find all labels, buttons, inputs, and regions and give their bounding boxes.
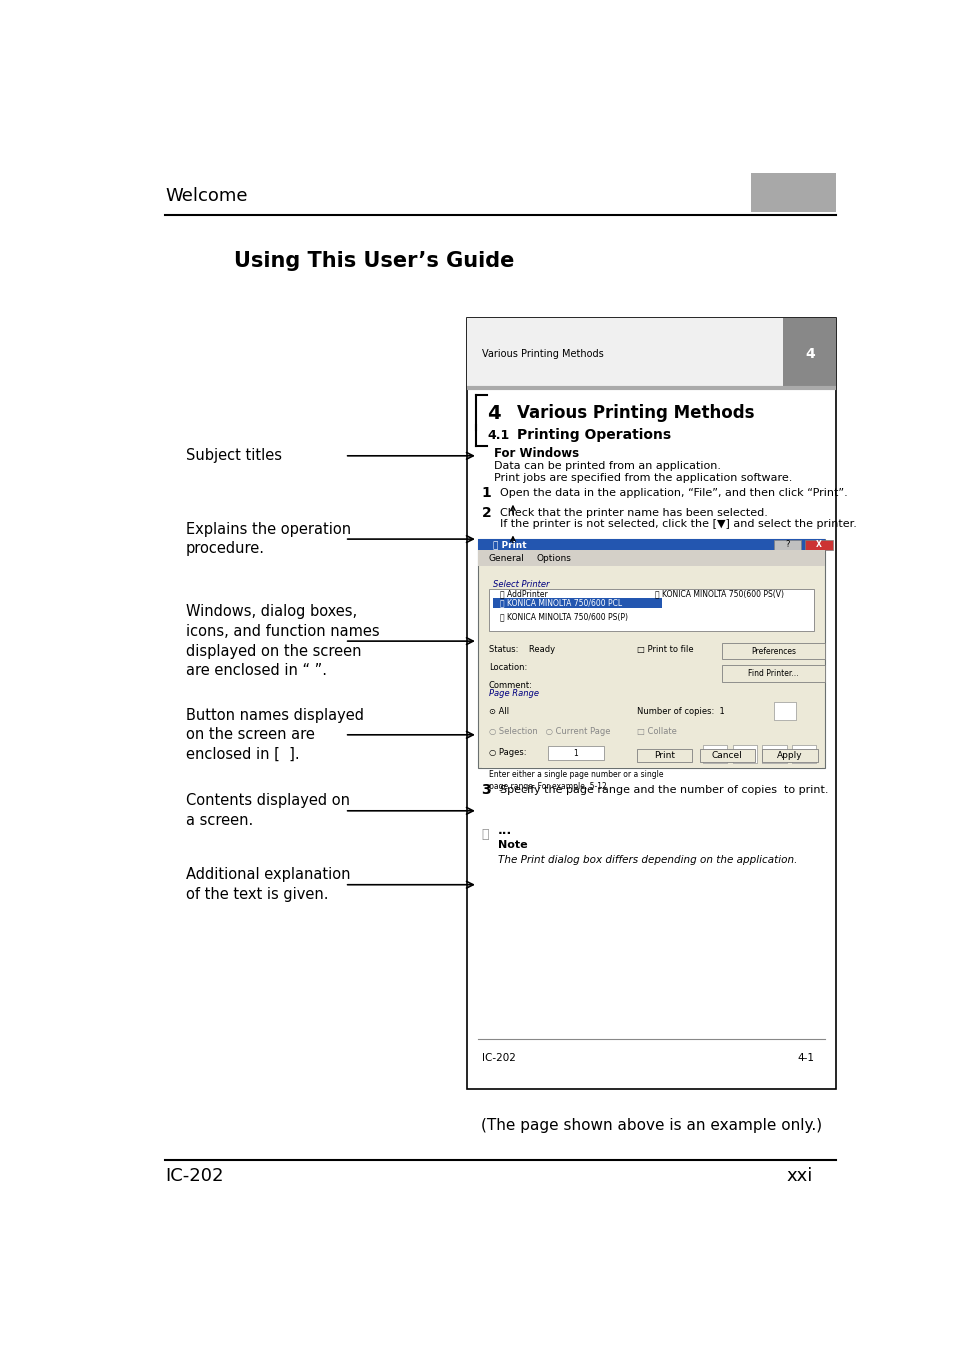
Text: Status:    Ready: Status: Ready (488, 645, 555, 654)
Text: If the printer is not selected, click the [▼] and select the printer.: If the printer is not selected, click th… (499, 519, 856, 529)
Text: (The page shown above is an example only.): (The page shown above is an example only… (480, 1118, 821, 1133)
Bar (547, 746, 603, 760)
Text: IC-202: IC-202 (165, 1167, 223, 1186)
Text: Contents displayed on
a screen.: Contents displayed on a screen. (186, 794, 350, 829)
Text: Location:: Location: (488, 662, 527, 672)
Bar (466, 319, 836, 1088)
Bar (721, 644, 824, 660)
Bar (761, 749, 817, 763)
Text: 4.1: 4.1 (487, 429, 509, 442)
Text: ...: ... (497, 825, 512, 837)
Text: Additional explanation
of the text is given.: Additional explanation of the text is gi… (186, 868, 350, 902)
Bar (466, 319, 836, 388)
Text: Print: Print (654, 752, 675, 760)
Bar (492, 599, 661, 608)
Text: X: X (815, 541, 821, 549)
Text: Page Range: Page Range (488, 690, 538, 698)
Bar (488, 588, 813, 631)
Text: Printing Operations: Printing Operations (517, 429, 670, 442)
Text: 🖨 KONICA MINOLTA 750(600 PS(V): 🖨 KONICA MINOLTA 750(600 PS(V) (655, 589, 783, 599)
Bar (773, 541, 801, 550)
Bar (477, 539, 824, 550)
Text: Comment:: Comment: (488, 681, 532, 690)
Text: IC-202: IC-202 (481, 1053, 515, 1063)
Text: 1: 1 (481, 487, 491, 500)
Text: Select Printer: Select Printer (492, 580, 549, 589)
Text: 1: 1 (573, 749, 578, 757)
Text: xxi: xxi (785, 1167, 812, 1186)
Bar (699, 749, 754, 763)
Text: General: General (488, 554, 524, 562)
Text: Windows, dialog boxes,
icons, and function names
displayed on the screen
are enc: Windows, dialog boxes, icons, and functi… (186, 604, 379, 679)
Text: □ Print to file: □ Print to file (637, 645, 693, 654)
Text: ○ Pages:: ○ Pages: (488, 748, 526, 757)
Text: Preferences: Preferences (750, 646, 795, 656)
Text: 4: 4 (487, 404, 500, 423)
Bar (761, 745, 785, 764)
Text: Data can be printed from an application.: Data can be printed from an application. (494, 461, 720, 472)
Bar (481, 566, 821, 768)
Text: Print jobs are specified from the application software.: Print jobs are specified from the applic… (494, 473, 792, 483)
Text: 3: 3 (481, 783, 491, 796)
Text: Button names displayed
on the screen are
enclosed in [  ].: Button names displayed on the screen are… (186, 707, 363, 763)
Text: Various Printing Methods: Various Printing Methods (517, 404, 754, 422)
Text: Options: Options (537, 554, 571, 562)
Bar (721, 665, 824, 681)
Text: The Print dialog box differs depending on the application.: The Print dialog box differs depending o… (497, 854, 797, 865)
Text: ⊙ All: ⊙ All (488, 707, 509, 717)
Bar (751, 173, 836, 212)
Bar (782, 319, 836, 388)
Bar (702, 745, 726, 764)
Text: Specify the page range and the number of copies  to print.: Specify the page range and the number of… (499, 786, 827, 795)
Text: Using This User’s Guide: Using This User’s Guide (233, 251, 514, 272)
Text: □ Collate: □ Collate (637, 727, 676, 737)
Text: Various Printing Methods: Various Printing Methods (481, 349, 602, 358)
Text: Check that the printer name has been selected.: Check that the printer name has been sel… (499, 507, 767, 518)
Text: 🖨 KONICA MINOLTA 750/600 PS(P): 🖨 KONICA MINOLTA 750/600 PS(P) (499, 612, 627, 622)
Bar (773, 702, 795, 719)
Text: Note: Note (497, 841, 527, 850)
Text: 📎: 📎 (481, 827, 489, 841)
Text: Welcome: Welcome (165, 187, 248, 204)
Text: 4: 4 (804, 347, 814, 361)
Text: Apply: Apply (777, 752, 802, 760)
Text: Enter either a single page number or a single
page range. For example, 5-12: Enter either a single page number or a s… (488, 769, 662, 791)
Text: Number of copies:  1: Number of copies: 1 (637, 707, 723, 717)
Text: 4-1: 4-1 (797, 1053, 813, 1063)
Text: Open the data in the application, “File”, and then click “Print”.: Open the data in the application, “File”… (499, 488, 847, 499)
Bar (477, 539, 824, 768)
Bar (804, 541, 832, 550)
Bar (791, 745, 815, 764)
Text: For Windows: For Windows (494, 448, 579, 461)
Text: ○ Selection   ○ Current Page: ○ Selection ○ Current Page (488, 727, 610, 737)
Text: Cancel: Cancel (711, 752, 742, 760)
Bar (637, 749, 692, 763)
Text: 🖨 KONICA MINOLTA 750/600 PCL: 🖨 KONICA MINOLTA 750/600 PCL (499, 599, 621, 607)
Text: Find Printer...: Find Printer... (747, 669, 798, 677)
Bar (732, 745, 756, 764)
Text: 2: 2 (481, 506, 491, 519)
Text: Subject titles: Subject titles (186, 449, 281, 464)
Text: Explains the operation
procedure.: Explains the operation procedure. (186, 522, 351, 557)
Text: 🖨 Print: 🖨 Print (492, 541, 526, 549)
Text: ?: ? (784, 541, 789, 549)
Bar (477, 550, 824, 566)
Text: 📁 AddPrinter: 📁 AddPrinter (499, 589, 547, 599)
